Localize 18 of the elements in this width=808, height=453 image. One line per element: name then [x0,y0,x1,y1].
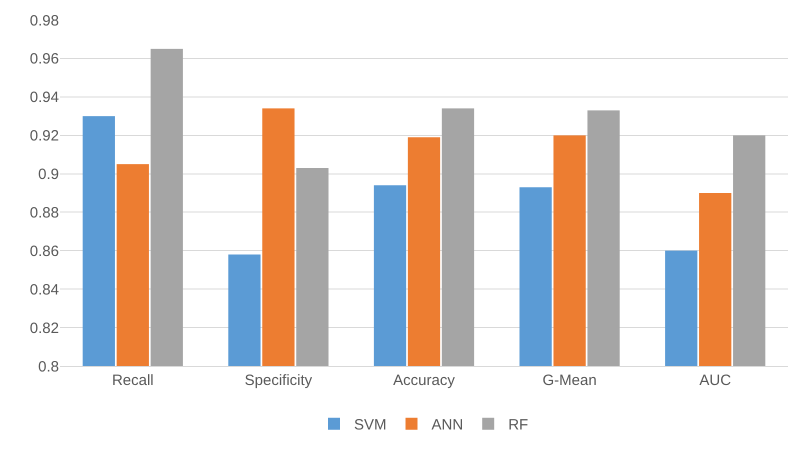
x-tick-label: Specificity [244,372,313,389]
x-tick-label: Recall [112,372,154,389]
y-tick-label: 0.88 [30,204,59,222]
legend-label: SVM [354,416,387,434]
legend-label: RF [508,416,528,434]
x-tick-label: G-Mean [542,372,597,389]
y-tick-label: 0.98 [30,12,59,30]
y-tick-label: 0.8 [38,358,59,376]
y-tick-label: 0.84 [30,281,59,298]
legend-label: ANN [432,416,464,434]
y-tick-label: 0.96 [30,50,59,68]
x-tick-label: AUC [699,372,732,389]
y-tick-label: 0.86 [30,242,59,260]
x-tick-label: Accuracy [393,372,456,389]
y-tick-label: 0.94 [30,89,59,106]
y-tick-label: 0.82 [30,320,59,337]
y-tick-label: 0.9 [38,166,59,184]
y-tick-label: 0.92 [30,128,59,145]
